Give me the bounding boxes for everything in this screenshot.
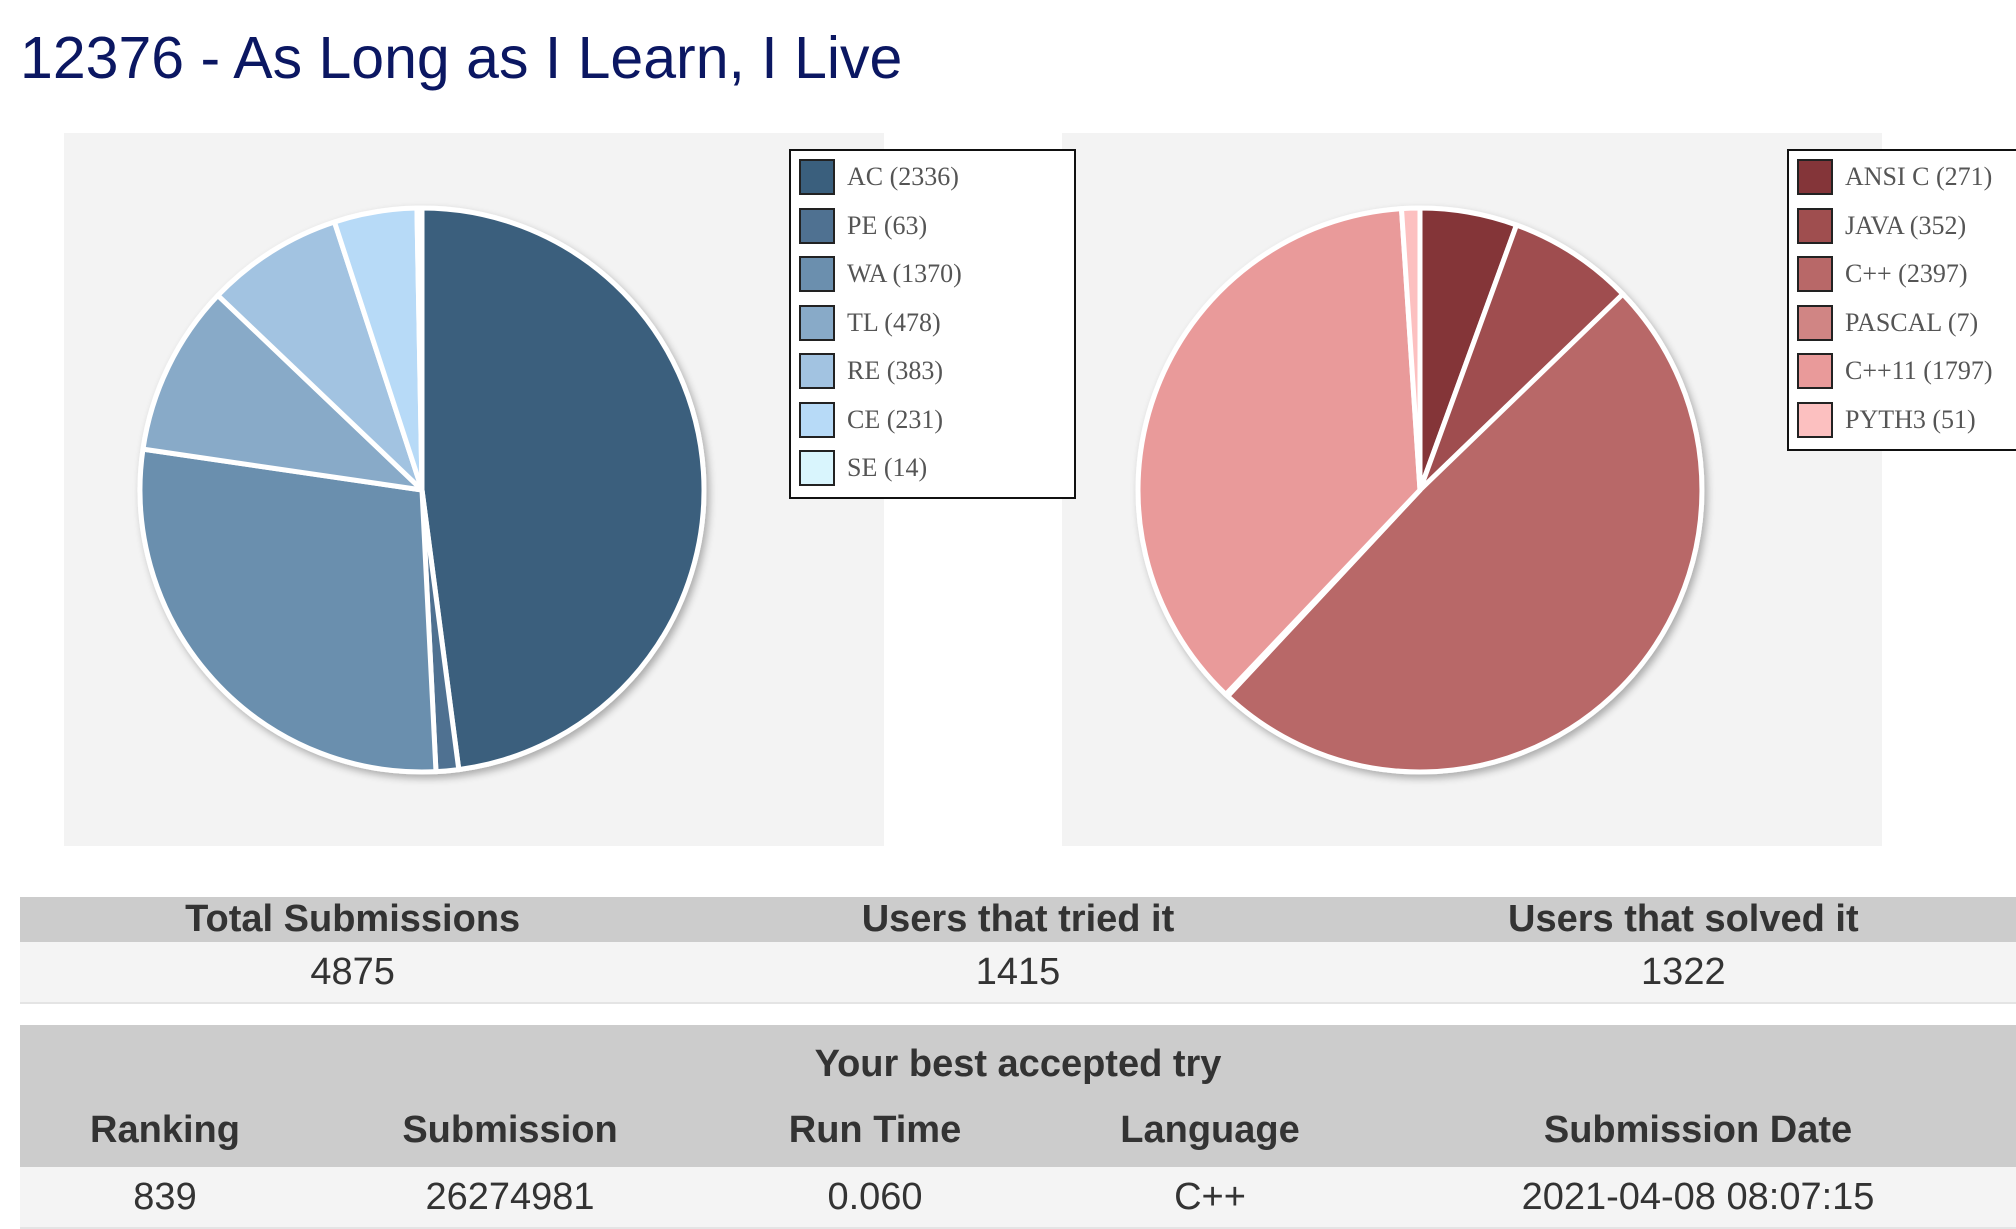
verdict-legend-item-wa: WA (1370) xyxy=(799,252,962,296)
language-legend-label: JAVA (352) xyxy=(1845,210,1967,240)
language-slice-cpp[interactable] xyxy=(1225,291,1705,775)
language-legend-label: C++ (2397) xyxy=(1845,259,1968,288)
verdict-legend-swatch xyxy=(799,450,835,486)
verdict-legend-item-re: RE (383) xyxy=(799,349,943,393)
language-legend: ANSI C (271) JAVA (352) C++ (2397) PASCAL (… xyxy=(1787,149,2016,451)
language-legend-item-cpp: C++ (2397) xyxy=(1797,252,1967,296)
page-title: 12376 - As Long as I Learn, I Live xyxy=(20,25,903,91)
verdict-legend-label: WA (1370) xyxy=(847,259,962,288)
language-legend-item-java: JAVA (352) xyxy=(1797,204,1966,248)
verdict-legend-item-ac: AC (2336) xyxy=(799,155,959,199)
ranking-header: Ranking xyxy=(20,1097,310,1167)
verdict-legend-item-tl: TL (478) xyxy=(799,301,941,345)
submission-link[interactable]: 26274981 xyxy=(310,1167,710,1228)
verdict-slice-ac[interactable] xyxy=(419,205,707,773)
language-legend-item-pascal: PASCAL (7) xyxy=(1797,301,1978,345)
language-legend-swatch xyxy=(1797,401,1833,438)
total-submissions-value: 4875 xyxy=(20,942,686,1003)
language-legend-item-pyth3: PYTH3 (51) xyxy=(1797,398,1976,442)
verdict-legend-item-ce: CE (231) xyxy=(799,398,943,442)
summary-header-row: Total Submissions Users that tried it Us… xyxy=(20,897,2016,942)
verdict-legend-label: CE (231) xyxy=(847,404,944,434)
verdict-legend-label: SE (14) xyxy=(847,453,928,482)
verdict-legend-label: TL (478) xyxy=(847,307,941,337)
best-try-table: Your best accepted try Ranking Submissio… xyxy=(20,1025,2016,1229)
verdict-legend-swatch xyxy=(799,207,835,244)
language-legend-swatch xyxy=(1797,353,1833,389)
language-slice-pyth3[interactable] xyxy=(1398,205,1423,493)
best-try-caption: Your best accepted try xyxy=(20,1025,2016,1097)
language-legend-item-ansi-c: ANSI C (271) xyxy=(1797,155,1992,199)
run-time-header: Run Time xyxy=(710,1097,1040,1167)
users-solved-value: 1322 xyxy=(1350,942,2016,1003)
language-pie xyxy=(1135,205,1705,775)
verdict-legend-swatch xyxy=(799,353,835,389)
run-time-value: 0.060 xyxy=(710,1167,1040,1228)
language-legend-label: C++11 (1797) xyxy=(1845,356,1993,385)
verdict-legend-item-pe: PE (63) xyxy=(799,204,927,248)
verdict-legend: AC (2336) PE (63) WA (1370) TL (478) RE (383… xyxy=(789,149,1076,499)
best-try-caption-row: Your best accepted try xyxy=(20,1025,2016,1097)
language-legend-swatch xyxy=(1797,159,1833,195)
verdict-legend-swatch xyxy=(799,304,835,341)
users-tried-header: Users that tried it xyxy=(685,897,1351,942)
users-tried-value: 1415 xyxy=(685,942,1351,1003)
language-legend-swatch xyxy=(1797,304,1833,341)
verdict-pie xyxy=(137,205,707,775)
verdict-legend-swatch xyxy=(799,159,835,195)
verdict-legend-swatch xyxy=(799,401,835,438)
submission-header: Submission xyxy=(310,1097,710,1167)
verdict-legend-label: PE (63) xyxy=(847,210,928,240)
verdict-slice-tl[interactable] xyxy=(140,292,425,493)
verdict-slice-se[interactable] xyxy=(414,205,425,493)
language-value: C++ xyxy=(1040,1167,1380,1228)
summary-table: Total Submissions Users that tried it Us… xyxy=(20,897,2016,1004)
verdict-slice-re[interactable] xyxy=(215,219,425,493)
language-legend-swatch xyxy=(1797,256,1833,292)
language-legend-item-cpp11: C++11 (1797) xyxy=(1797,349,1993,393)
language-header: Language xyxy=(1040,1097,1380,1167)
submission-date-value: 2021-04-08 08:07:15 xyxy=(1380,1167,2016,1228)
verdict-legend-label: AC (2336) xyxy=(847,162,959,191)
verdict-legend-item-se: SE (14) xyxy=(799,446,927,490)
best-try-value-row: 839 26274981 0.060 C++ 2021-04-08 08:07:… xyxy=(20,1167,2016,1228)
submission-date-header: Submission Date xyxy=(1380,1097,2016,1167)
language-slice-java[interactable] xyxy=(1417,222,1626,493)
ranking-value: 839 xyxy=(20,1167,310,1228)
best-try-header-row: Ranking Submission Run Time Language Sub… xyxy=(20,1097,2016,1167)
language-legend-swatch xyxy=(1797,207,1833,244)
verdict-legend-swatch xyxy=(799,256,835,292)
language-legend-label: PASCAL (7) xyxy=(1845,307,1979,337)
summary-value-row: 4875 1415 1322 xyxy=(20,942,2016,1003)
verdict-legend-label: RE (383) xyxy=(847,356,944,385)
verdict-slice-wa[interactable] xyxy=(137,446,439,775)
users-solved-header: Users that solved it xyxy=(1350,897,2016,942)
language-legend-label: ANSI C (271) xyxy=(1845,162,1993,191)
language-slice-cpp11[interactable] xyxy=(1135,206,1423,697)
language-legend-label: PYTH3 (51) xyxy=(1845,404,1976,434)
total-submissions-header: Total Submissions xyxy=(20,897,686,942)
